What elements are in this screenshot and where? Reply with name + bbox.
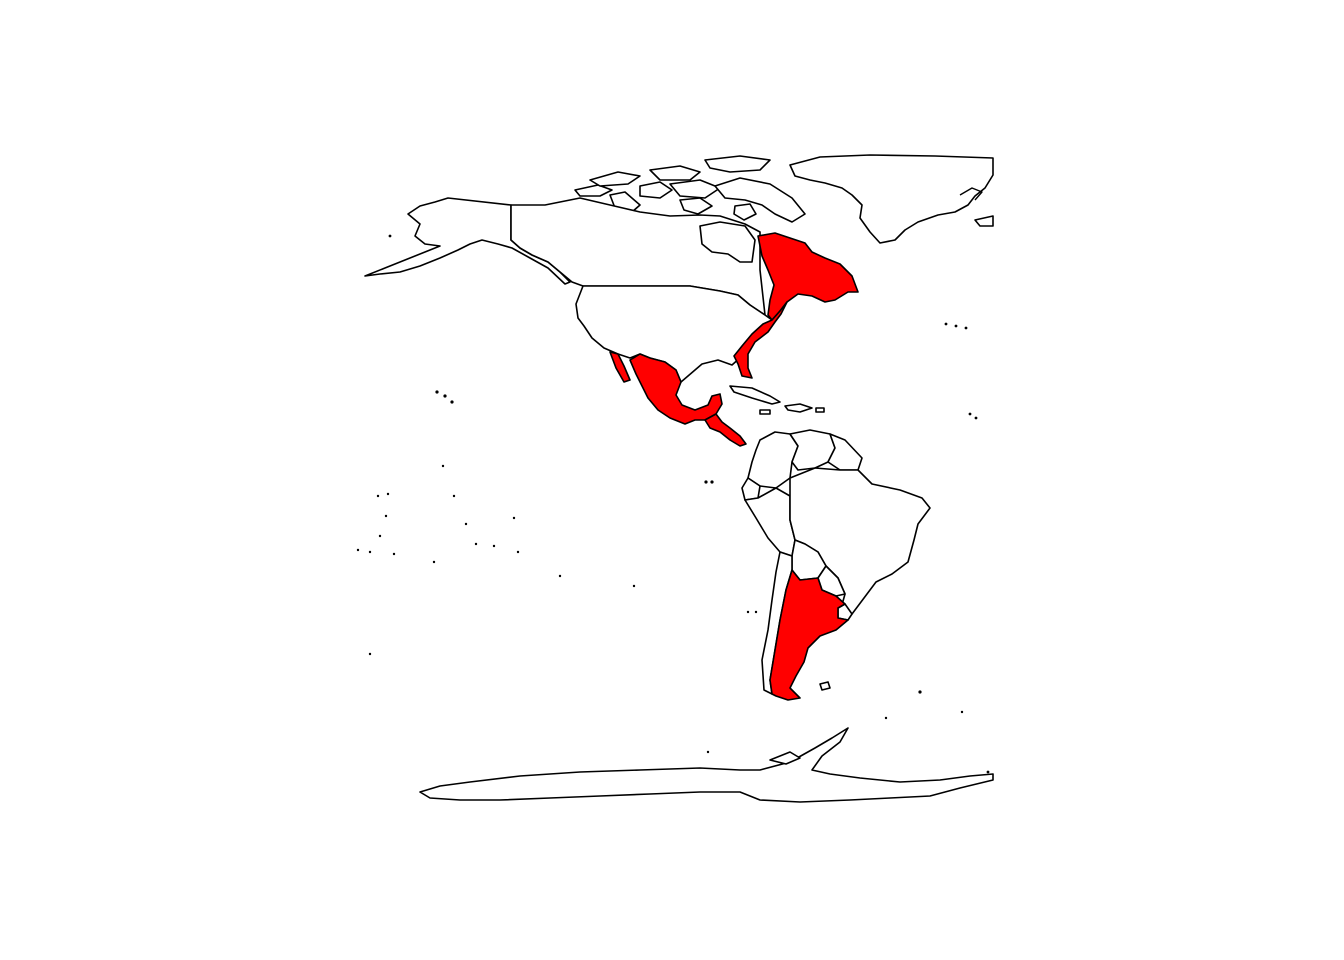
island-dot xyxy=(492,544,496,548)
arctic-island-6 xyxy=(704,155,771,173)
greenland-east-islet xyxy=(974,215,994,227)
islands-dots xyxy=(356,234,990,774)
island-dot xyxy=(754,610,758,614)
mexico xyxy=(609,351,723,425)
island-dot xyxy=(368,652,372,656)
island-dot xyxy=(710,480,714,484)
arctic-island-2 xyxy=(589,171,641,187)
usa xyxy=(575,285,788,383)
island-dot xyxy=(441,464,445,468)
island-dot xyxy=(516,550,520,554)
antarctica xyxy=(419,727,994,803)
island-dot xyxy=(944,322,948,326)
island-dot xyxy=(960,710,964,714)
island-dot xyxy=(884,716,888,720)
hispaniola xyxy=(784,403,813,413)
island-dot xyxy=(964,326,968,330)
island-dot xyxy=(450,400,454,404)
island-dot xyxy=(954,324,958,328)
jamaica xyxy=(759,409,771,415)
central-america xyxy=(704,413,747,447)
hudson-bay-shore xyxy=(699,221,756,263)
island-dot xyxy=(443,394,447,398)
eastern-canada-shape xyxy=(757,232,859,321)
caribbean xyxy=(729,385,825,415)
arctic-island-8 xyxy=(679,197,713,215)
island-dot xyxy=(392,552,396,556)
island-dot xyxy=(512,516,516,520)
island-dot xyxy=(368,550,372,554)
antarctic-peninsula-islands xyxy=(769,751,801,765)
central-america-shape xyxy=(704,413,747,447)
venezuela xyxy=(789,429,836,471)
baja-california xyxy=(609,351,631,383)
guyanas xyxy=(827,433,863,471)
south-america xyxy=(741,429,931,701)
island-dot xyxy=(432,560,436,564)
island-dot xyxy=(378,534,382,538)
colombia xyxy=(747,431,799,489)
arctic-island-5 xyxy=(669,179,721,199)
island-dot xyxy=(452,494,456,498)
island-dot xyxy=(632,584,636,588)
arctic-island-1 xyxy=(574,184,613,197)
puerto-rico xyxy=(815,407,825,413)
island-dot xyxy=(388,234,392,238)
antarctica-shape xyxy=(419,727,994,803)
island-dot xyxy=(974,416,978,420)
eastern-usa-shape xyxy=(733,301,788,379)
western-usa-shape xyxy=(575,285,773,383)
island-dot xyxy=(918,690,922,694)
western-canada xyxy=(510,197,766,316)
island-dot xyxy=(746,610,750,614)
argentina-shape xyxy=(769,569,849,701)
island-dot xyxy=(356,548,360,552)
peru xyxy=(744,487,796,557)
island-dot xyxy=(474,542,478,546)
mexico-shape xyxy=(629,353,723,425)
cuba xyxy=(729,385,781,405)
greenland-shape xyxy=(789,154,994,244)
greenland xyxy=(789,154,994,244)
island-dot xyxy=(386,492,390,496)
island-dot xyxy=(986,770,990,774)
island-dot xyxy=(558,574,562,578)
eastern-canada xyxy=(757,232,859,321)
arctic-island-3 xyxy=(649,165,701,181)
island-dot xyxy=(706,750,710,754)
island-dot xyxy=(968,412,972,416)
island-dot xyxy=(435,390,439,394)
falklands xyxy=(819,681,831,691)
southampton-island xyxy=(733,203,757,221)
baffin-island xyxy=(714,177,806,223)
island-dot xyxy=(376,494,380,498)
arctic-archipelago xyxy=(574,155,806,223)
island-dot xyxy=(704,480,708,484)
island-dot xyxy=(384,514,388,518)
greenland-east-coast xyxy=(959,187,983,201)
island-dot xyxy=(464,522,468,526)
arctic-island-4 xyxy=(639,181,673,199)
